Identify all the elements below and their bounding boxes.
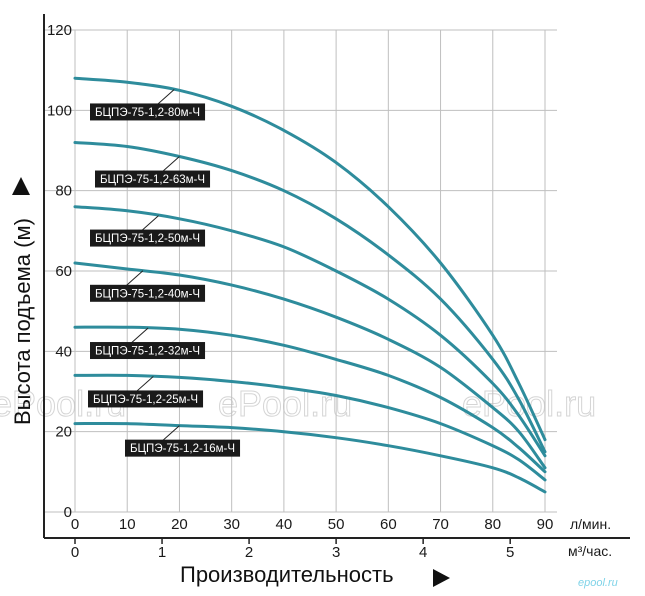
series-label-text: БЦПЭ-75-1,2-63м-Ч xyxy=(100,174,205,186)
y-tick-label: 0 xyxy=(64,504,72,521)
y-tick-label: 100 xyxy=(47,102,72,119)
x-unit-primary: л/мин. xyxy=(570,516,611,532)
series-line xyxy=(73,325,547,474)
x-tick-label: 10 xyxy=(119,516,136,533)
series-label-box xyxy=(90,103,206,121)
brand-logo: epool.ru xyxy=(578,577,618,589)
series-line xyxy=(73,261,547,470)
series-label: БЦПЭ-75-1,2-16м-Ч xyxy=(125,425,241,457)
series-label-box xyxy=(88,390,204,408)
x-axis-arrow-icon xyxy=(433,569,450,587)
x-unit-secondary: м³/час. xyxy=(568,543,612,559)
x2-tick-label: 3 xyxy=(332,544,340,561)
series-label-box xyxy=(95,170,211,188)
series-label-box xyxy=(90,284,206,302)
x2-tick-label: 4 xyxy=(419,544,427,561)
x-tick-label: 70 xyxy=(432,516,449,533)
series-label: БЦПЭ-75-1,2-50м-Ч xyxy=(90,215,206,247)
x-tick-label: 0 xyxy=(71,516,79,533)
series-label-text: БЦПЭ-75-1,2-32м-Ч xyxy=(95,346,200,358)
y-tick-label: 80 xyxy=(55,183,72,200)
series-label-text: БЦПЭ-75-1,2-25м-Ч xyxy=(93,394,198,406)
label-leader-line xyxy=(140,215,159,232)
y-axis-title: Высота подъема (м) xyxy=(10,177,35,425)
series-line xyxy=(73,373,547,482)
x2-tick-label: 0 xyxy=(71,544,79,561)
series-label-text: БЦПЭ-75-1,2-50м-Ч xyxy=(95,233,200,245)
series-label-box xyxy=(125,439,241,457)
series-line xyxy=(73,141,547,454)
x-tick-label: 40 xyxy=(276,516,293,533)
x2-tick-label: 1 xyxy=(158,544,166,561)
x2-tick-label: 5 xyxy=(506,544,514,561)
label-leader-line xyxy=(161,156,180,173)
series-label: БЦПЭ-75-1,2-40м-Ч xyxy=(90,270,206,302)
label-leader-line xyxy=(129,327,149,345)
label-leader-line xyxy=(135,376,154,393)
x2-tick-label: 2 xyxy=(245,544,253,561)
series-label: БЦПЭ-75-1,2-80м-Ч xyxy=(90,89,206,121)
x-tick-label: 30 xyxy=(223,516,240,533)
x-tick-label: 50 xyxy=(328,516,345,533)
watermark-text: ePool.ru xyxy=(218,383,352,424)
x-tick-label: 80 xyxy=(484,516,501,533)
x-axis-label: Производительность xyxy=(180,562,394,587)
x-tick-label: 20 xyxy=(171,516,188,533)
series-label-text: БЦПЭ-75-1,2-80м-Ч xyxy=(95,107,200,119)
x-tick-label: 90 xyxy=(537,516,554,533)
axis-layer xyxy=(43,14,630,539)
y-tick-label: 60 xyxy=(55,263,72,280)
series-label: БЦПЭ-75-1,2-25м-Ч xyxy=(88,376,204,408)
y-axis-label: Высота подъема (м) xyxy=(10,218,35,425)
series-label-text: БЦПЭ-75-1,2-40м-Ч xyxy=(95,288,200,300)
series-line xyxy=(73,205,547,458)
series-label-box xyxy=(90,229,206,247)
series-label-box xyxy=(90,342,206,360)
y-tick-label: 120 xyxy=(47,22,72,39)
y-tick-label: 20 xyxy=(55,424,72,441)
y-tick-label: 40 xyxy=(55,343,72,360)
ticks-layer: 0 20 40 60 80 100 120 0 10 20 30 40 50 60 70 80 90 0 1 2 3 4 5 xyxy=(47,22,553,561)
label-layer: БЦПЭ-75-1,2-80м-Ч БЦПЭ-75-1,2-63м-Ч БЦПЭ-7… xyxy=(88,89,241,457)
x-axis-title: Производительность xyxy=(180,562,450,587)
label-leader-line xyxy=(161,425,180,443)
watermark-layer: ePool.ru ePool.ru ePool.ru xyxy=(0,383,597,425)
y-axis-arrow-icon xyxy=(12,177,30,195)
series-layer xyxy=(73,76,547,494)
x-tick-label: 60 xyxy=(380,516,397,533)
series-line xyxy=(73,76,547,442)
series-label: БЦПЭ-75-1,2-32м-Ч xyxy=(90,327,206,360)
series-label: БЦПЭ-75-1,2-63м-Ч xyxy=(95,156,211,188)
series-line xyxy=(73,421,547,494)
series-label-text: БЦПЭ-75-1,2-16м-Ч xyxy=(130,443,235,455)
label-leader-line xyxy=(124,270,144,288)
label-leader-line xyxy=(155,89,175,106)
